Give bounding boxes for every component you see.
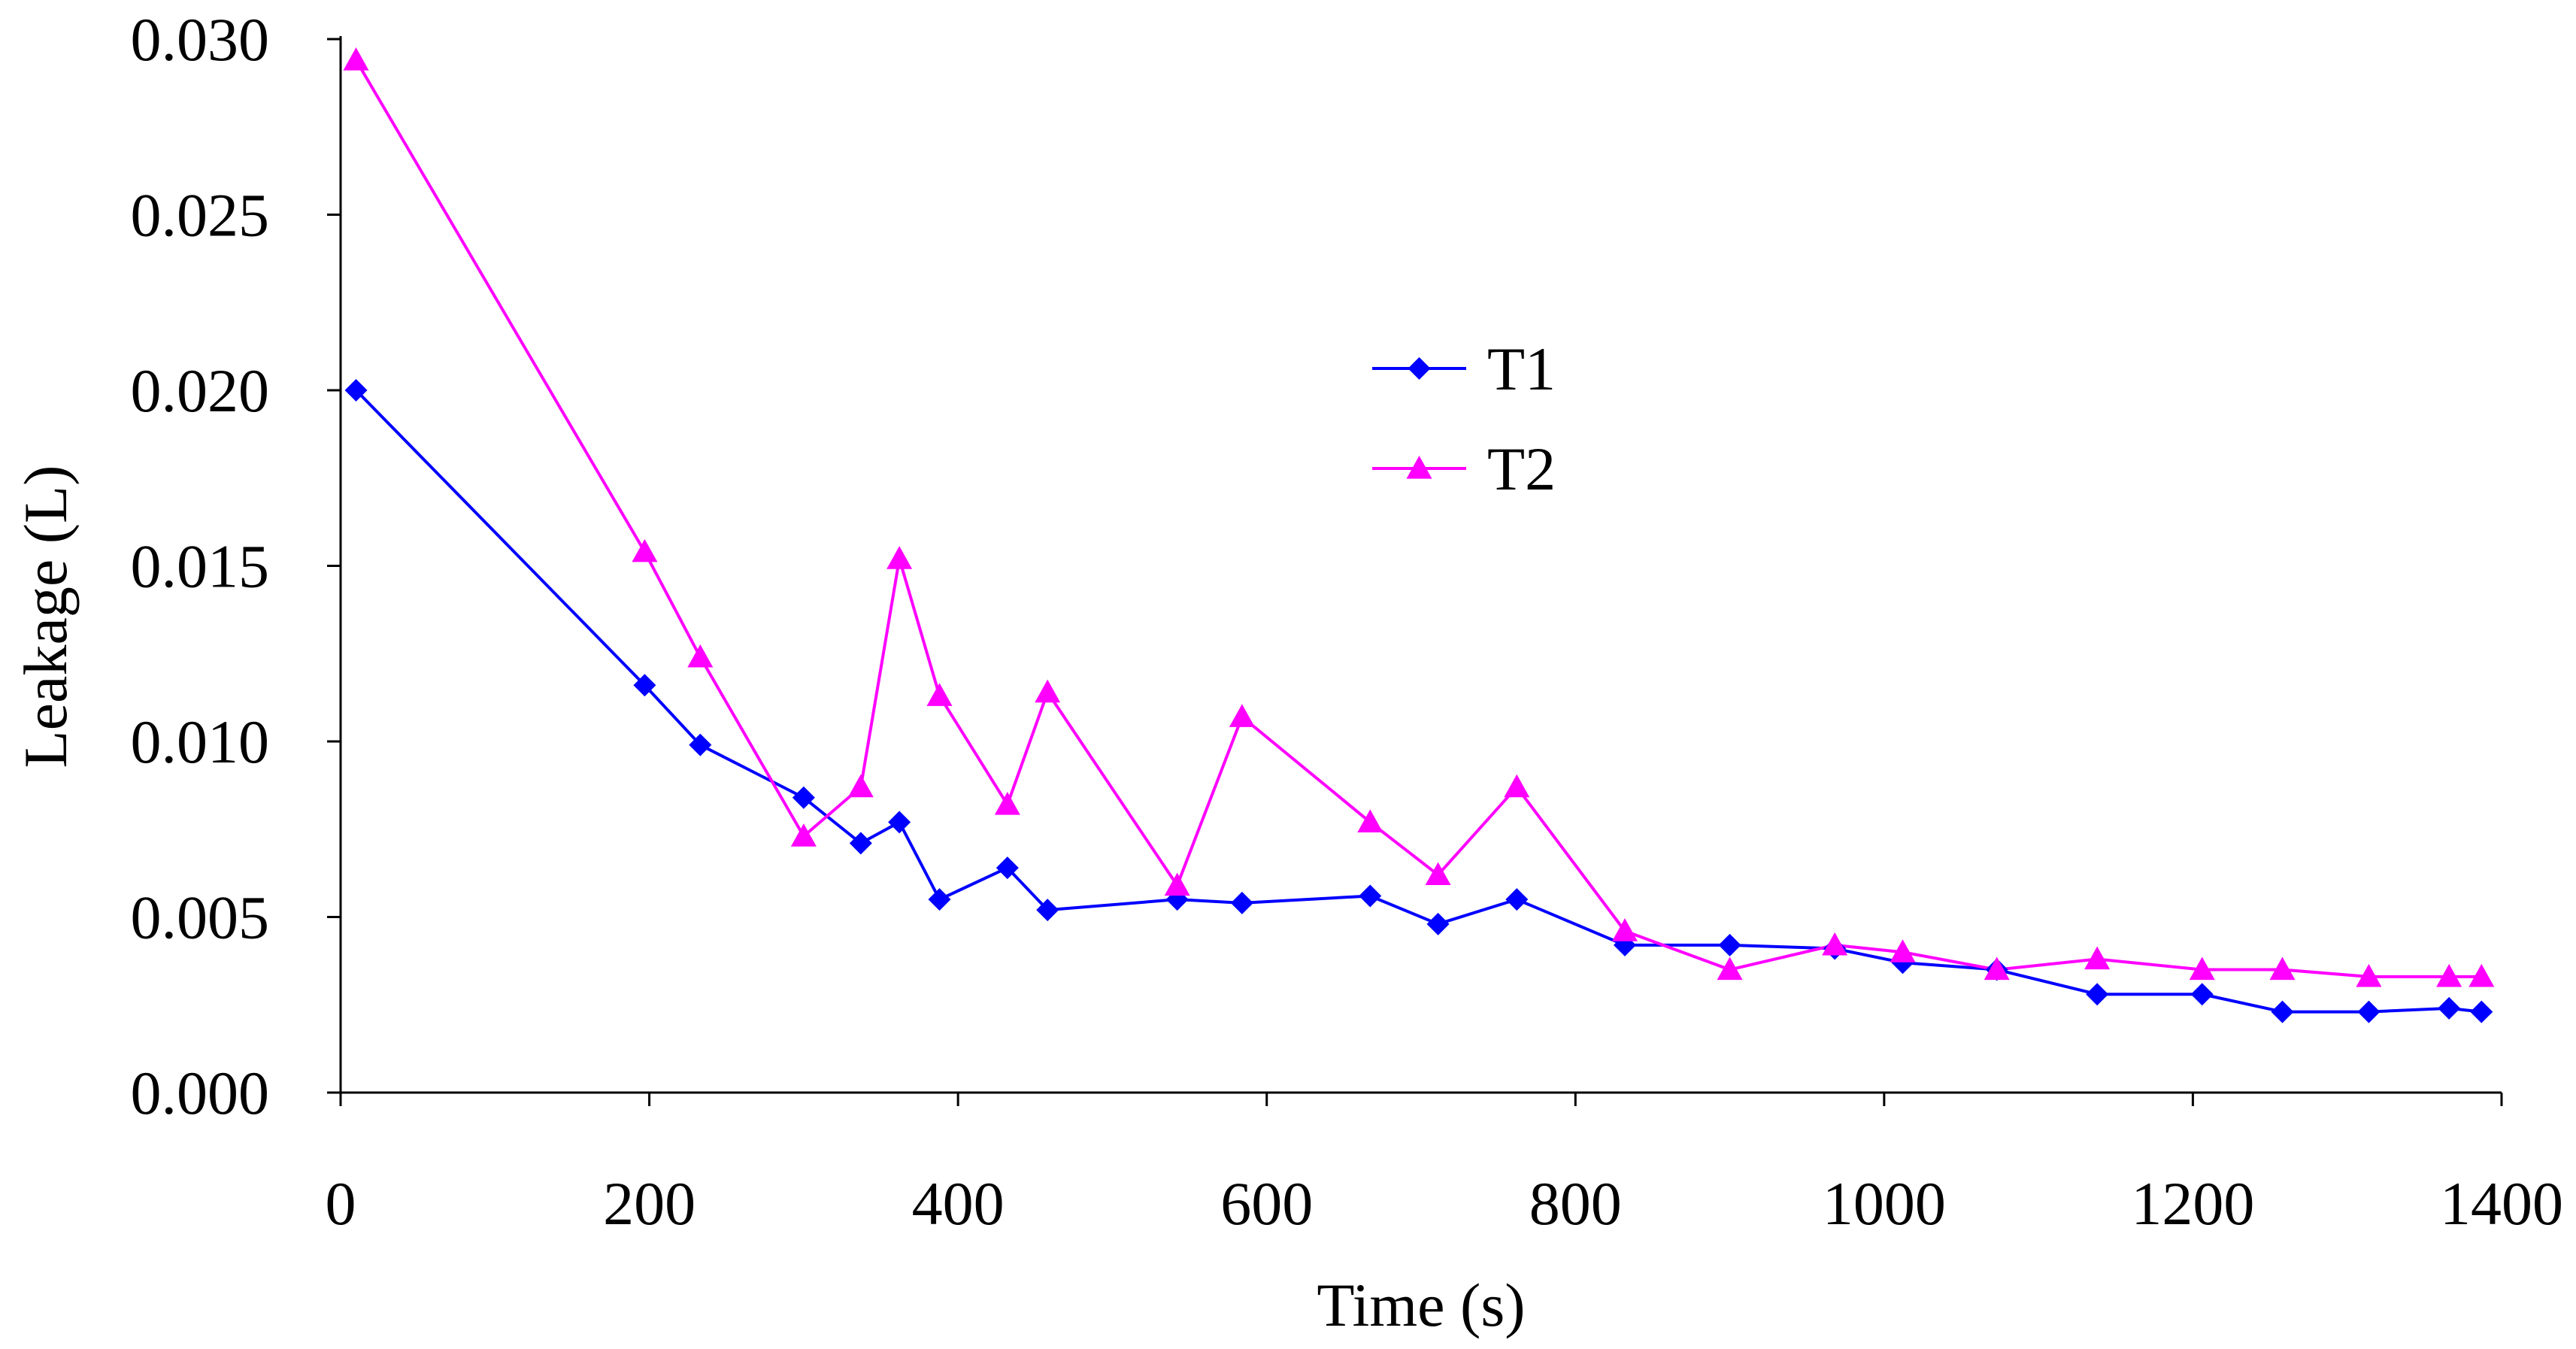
- data-point-t1: [2190, 983, 2214, 1006]
- y-axis-label: Leakage (L): [11, 465, 80, 768]
- data-point-t1: [888, 811, 911, 834]
- data-point-t2: [1717, 956, 1743, 981]
- data-point-t2: [926, 683, 953, 706]
- data-point-t1: [1230, 891, 1253, 914]
- data-point-t2: [1611, 918, 1638, 941]
- data-point-t2: [886, 546, 913, 569]
- data-point-t2: [1504, 774, 1530, 798]
- x-tick-label: 800: [1529, 1169, 1622, 1238]
- data-point-t2: [2084, 946, 2111, 970]
- y-tick-label: 0.020: [131, 356, 270, 425]
- data-point-t1: [1359, 884, 1382, 908]
- x-tick-label: 1400: [2440, 1169, 2563, 1238]
- data-point-t2: [1890, 939, 1916, 962]
- y-tick-label: 0.015: [131, 532, 270, 601]
- x-axis-label: Time (s): [1317, 1271, 1525, 1339]
- data-point-t2: [1984, 956, 2010, 981]
- series-lines: [354, 59, 2482, 1014]
- x-tick-label: 400: [912, 1169, 1005, 1238]
- axes: [339, 36, 2502, 1094]
- data-point-t1: [928, 888, 951, 911]
- y-tick-label: 0.005: [131, 884, 270, 952]
- data-point-t1: [2271, 1000, 2294, 1023]
- data-point-t1: [344, 379, 368, 402]
- data-point-t2: [2269, 956, 2296, 981]
- x-tick-label: 600: [1220, 1169, 1313, 1238]
- series-markers: [343, 47, 2495, 1023]
- data-point-t1: [633, 674, 656, 697]
- data-point-t2: [1425, 862, 1451, 886]
- data-point-t1: [1718, 933, 1741, 956]
- data-point-t2: [687, 644, 714, 668]
- legend-marker-t1: [1408, 357, 1431, 380]
- data-point-t2: [1035, 679, 1061, 703]
- y-axis-ticks: 0.000 0.005 0.010 0.015 0.020 0.025 0.030: [131, 5, 341, 1127]
- data-point-t1: [2086, 983, 2109, 1006]
- legend-marker-t2: [1406, 456, 1432, 479]
- data-point-t2: [632, 538, 658, 562]
- data-point-t1: [1426, 912, 1450, 935]
- legend-label-t2: T2: [1487, 435, 1556, 503]
- data-point-t1: [849, 832, 872, 855]
- data-point-t2: [1164, 872, 1190, 896]
- x-tick-label: 200: [603, 1169, 696, 1238]
- y-tick-label: 0.010: [131, 708, 270, 776]
- data-point-t1: [1505, 888, 1529, 911]
- data-point-t2: [2189, 956, 2215, 981]
- data-point-t1: [792, 786, 815, 809]
- data-point-t1: [2438, 996, 2461, 1020]
- data-point-t1: [689, 733, 712, 756]
- data-point-t1: [2357, 1000, 2381, 1023]
- x-axis-ticks: 0 200 400 600 800 1000 1200 1400: [326, 1093, 2563, 1238]
- data-point-t2: [1357, 809, 1383, 833]
- x-tick-label: 1200: [2131, 1169, 2254, 1238]
- data-point-t2: [2468, 963, 2495, 987]
- data-point-t2: [343, 47, 369, 71]
- legend-label-t1: T1: [1487, 335, 1556, 403]
- data-point-t2: [994, 792, 1020, 815]
- y-tick-label: 0.000: [131, 1059, 270, 1127]
- data-point-t2: [1229, 704, 1255, 727]
- series-line-t2: [354, 59, 2482, 978]
- data-point-t2: [2436, 963, 2462, 987]
- data-point-t2: [847, 774, 874, 798]
- series-line-t1: [355, 389, 2482, 1014]
- data-point-t1: [1036, 899, 1059, 922]
- y-tick-label: 0.025: [131, 181, 270, 250]
- data-point-t2: [790, 823, 817, 847]
- data-point-t1: [2470, 1000, 2493, 1023]
- data-point-t2: [1822, 932, 1848, 956]
- data-point-t1: [996, 856, 1019, 880]
- y-tick-label: 0.030: [131, 5, 270, 74]
- x-tick-label: 0: [326, 1169, 356, 1238]
- data-point-t2: [2356, 963, 2382, 987]
- x-tick-label: 1000: [1823, 1169, 1946, 1238]
